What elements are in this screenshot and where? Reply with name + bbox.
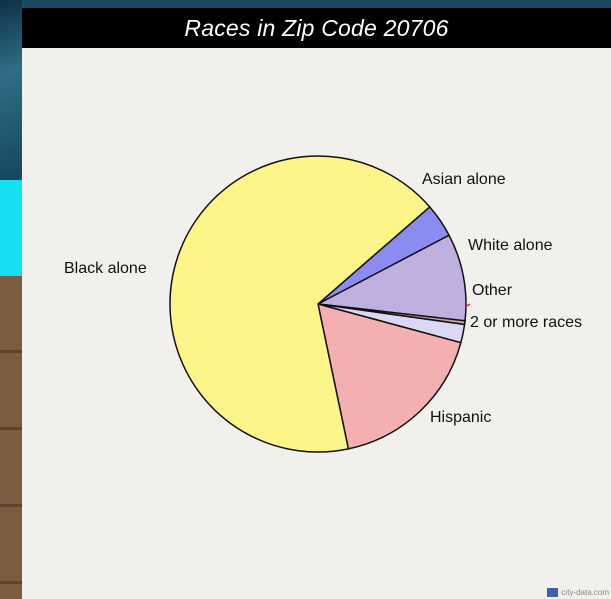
background-strip-brown (0, 276, 22, 599)
pie-chart: Black alone Asian alone White alone Othe… (64, 155, 582, 453)
slice-labels: Black alone Asian alone White alone Othe… (64, 171, 582, 426)
other-pointer-line (464, 303, 471, 308)
chart-panel: Black alone Asian alone White alone Othe… (22, 8, 611, 599)
watermark: city-data.com (547, 588, 609, 597)
background-strip (0, 0, 22, 180)
background-strip-cyan (0, 180, 22, 276)
watermark-text: city-data.com (561, 588, 609, 597)
other-pointer (464, 303, 471, 308)
title-bar: Races in Zip Code 20706 (22, 8, 611, 48)
label-two-or-more-races: 2 or more races (470, 314, 582, 331)
label-black-alone: Black alone (64, 260, 147, 277)
pie-slices (169, 155, 467, 453)
chart-title: Races in Zip Code 20706 (184, 14, 449, 41)
label-other: Other (472, 282, 513, 299)
pie-slice-hispanic (317, 302, 462, 450)
label-white-alone: White alone (468, 237, 553, 254)
label-asian-alone: Asian alone (422, 171, 506, 188)
pie-slice-white-alone (315, 234, 467, 322)
city-data-logo-icon (547, 588, 559, 597)
label-hispanic: Hispanic (430, 409, 491, 426)
pie-slice-black-alone (169, 155, 431, 453)
